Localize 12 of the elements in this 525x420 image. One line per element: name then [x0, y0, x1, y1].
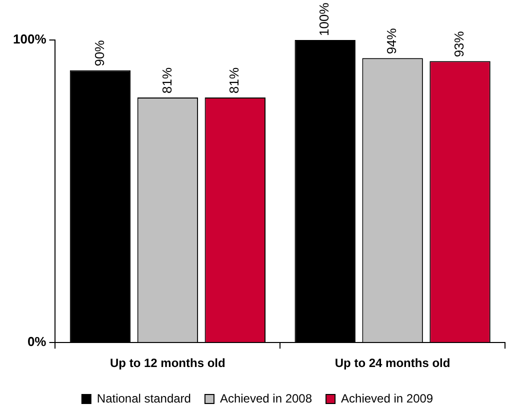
- data-label: 90%: [92, 40, 107, 66]
- data-label: 81%: [226, 67, 242, 94]
- data-label: 93%: [452, 30, 467, 58]
- legend-label: Achieved in 2008: [220, 391, 312, 406]
- legend-label: Achieved in 2009: [341, 391, 434, 406]
- y-tick-label: 0%: [27, 334, 47, 350]
- data-label: 100%: [316, 2, 332, 36]
- x-tick-label: Up to 12 months old: [110, 356, 226, 370]
- x-tick-label: Up to 24 months old: [334, 356, 450, 370]
- legend-label: National standard: [96, 391, 191, 406]
- data-label: 81%: [159, 67, 174, 94]
- data-label: 94%: [384, 28, 400, 54]
